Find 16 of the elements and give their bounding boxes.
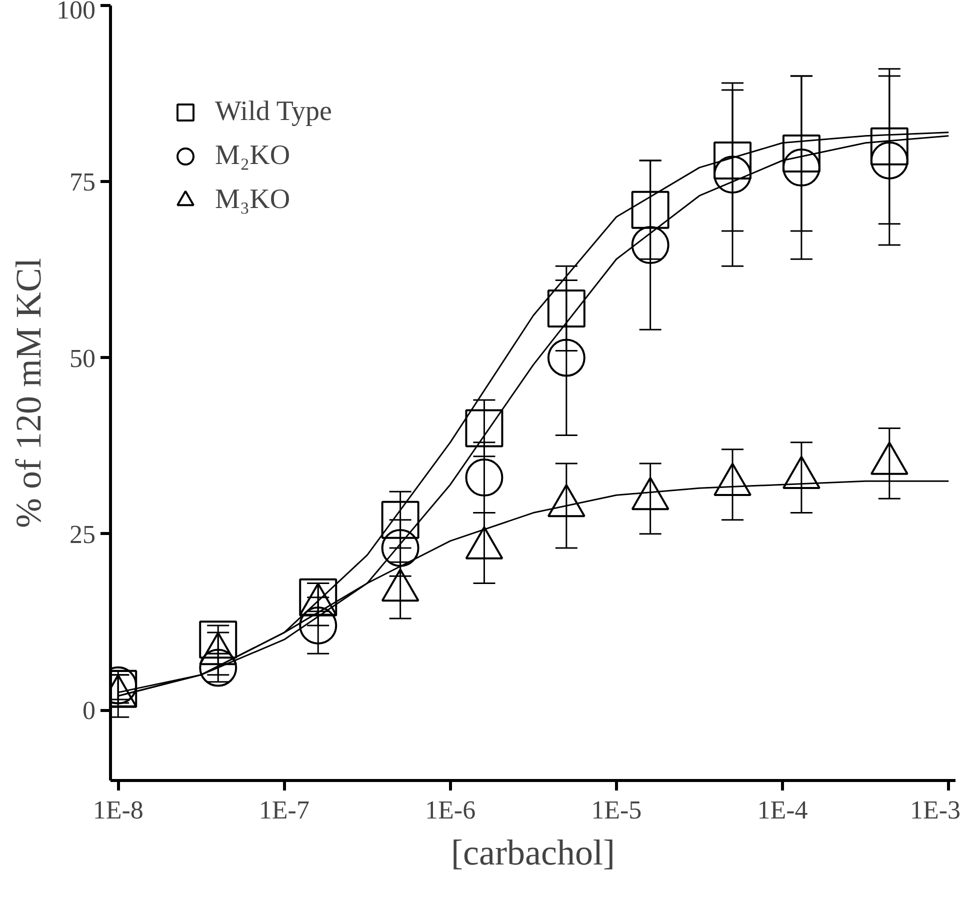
x-tick-label: 1E-6 bbox=[425, 796, 476, 824]
x-tick-label: 1E-3 bbox=[910, 796, 961, 824]
x-tick-label: 1E-7 bbox=[258, 796, 310, 824]
y-tick-label: 50 bbox=[70, 344, 96, 373]
x-axis-title: [carbachol] bbox=[451, 832, 615, 872]
x-tick-label: 1E-8 bbox=[92, 796, 144, 824]
x-tick-label: 1E-5 bbox=[591, 796, 642, 824]
y-tick-label: 25 bbox=[70, 520, 96, 549]
legend-label: M₃KO bbox=[215, 184, 290, 216]
x-tick-label: 1E-4 bbox=[757, 796, 808, 824]
y-axis-title: % of 120 mM KCl bbox=[8, 258, 48, 528]
y-tick-label: 75 bbox=[70, 168, 96, 197]
y-tick-label: 100 bbox=[56, 0, 96, 24]
legend-label: M₂KO bbox=[215, 140, 290, 172]
legend-label: Wild Type bbox=[215, 96, 332, 128]
y-tick-label: 0 bbox=[82, 696, 96, 726]
